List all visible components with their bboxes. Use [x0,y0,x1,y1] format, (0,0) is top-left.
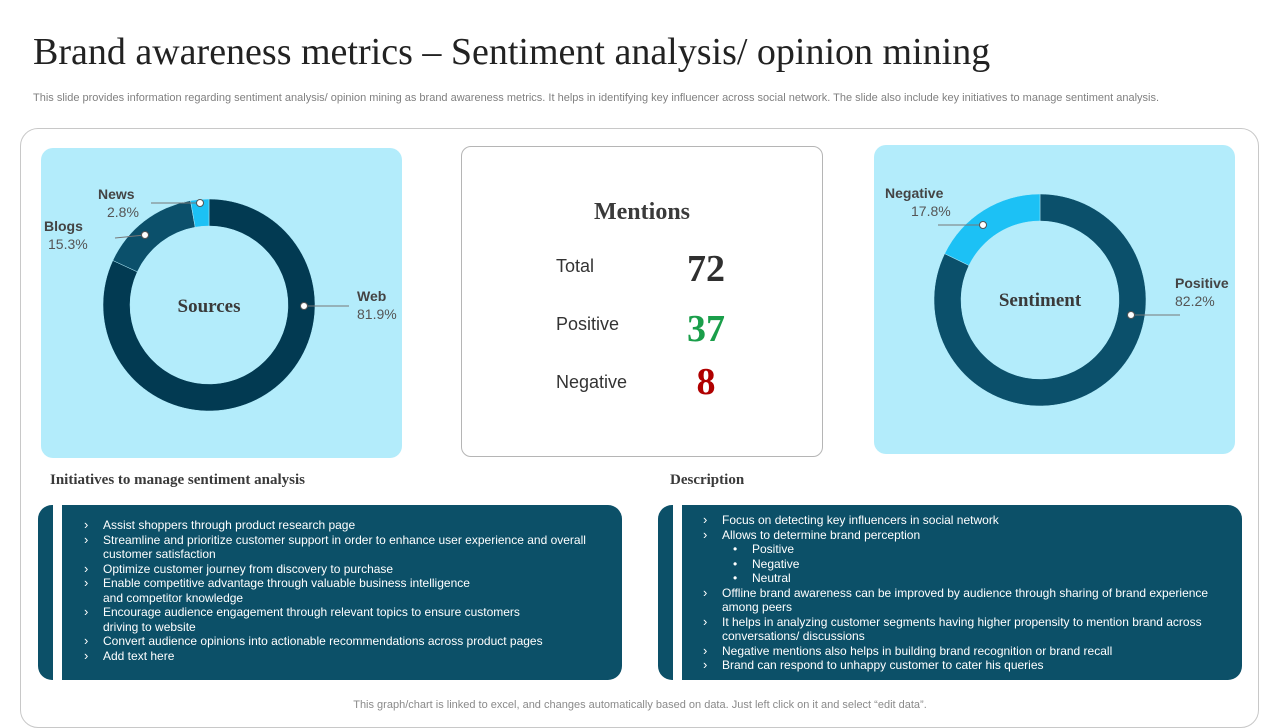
list-item: Offline brand awareness can be improved … [702,586,1222,615]
initiatives-heading: Initiatives to manage sentiment analysis [50,472,305,488]
mentions-title: Mentions [594,199,690,225]
description-panel: Focus on detecting key influencers in so… [658,505,1242,680]
donut-slice-news[interactable] [190,198,210,228]
donut-slice-positive[interactable] [933,193,1147,407]
perception-sublist: Positive Negative Neutral [722,542,1222,586]
list-item: It helps in analyzing customer segments … [702,615,1222,644]
list-item: Brand can respond to unhappy customer to… [702,658,1222,673]
list-item: Add text here [83,649,593,664]
legend-label-positive: Positive [1175,275,1229,291]
description-heading: Description [670,472,745,488]
sub-list-item: Negative [722,557,1222,572]
initiatives-panel-stripe [53,505,62,680]
mentions-total-label: Total [556,256,595,276]
sub-list-item: Neutral [722,571,1222,586]
footer-note: This graph/chart is linked to excel, and… [353,699,927,711]
mentions-card: Mentions Total 72 Positive 37 Negative 8 [461,146,823,457]
sentiment-chart-card: Sentiment Positive 82.2% Negative 17.8% [874,145,1235,454]
mentions-positive-value: 37 [687,308,725,350]
sentiment-center-label: Sentiment [999,290,1082,311]
page-title: Brand awareness metrics – Sentiment anal… [33,31,991,73]
sub-list-item: Positive [722,542,1222,557]
legend-label-blogs: Blogs [44,218,83,234]
list-item: Optimize customer journey from discovery… [83,562,593,577]
donut-slice-negative[interactable] [944,193,1041,266]
list-item-text: Allows to determine brand perception [722,527,921,542]
mentions-negative-label: Negative [556,372,628,392]
list-item: Convert audience opinions into actionabl… [83,634,593,649]
initiatives-list: Assist shoppers through product research… [83,518,593,663]
list-item: Streamline and prioritize customer suppo… [83,533,593,562]
leader-dot-news [196,199,204,207]
list-item: Allows to determine brand perception Pos… [702,528,1222,586]
legend-label-negative: Negative [885,185,944,201]
legend-label-web: Web [357,288,386,304]
legend-value-news: 2.8% [107,204,139,220]
legend-value-blogs: 15.3% [48,236,88,252]
list-item: Enable competitive advantage through val… [83,576,593,605]
list-item: Negative mentions also helps in building… [702,644,1222,659]
mentions-positive-label: Positive [556,314,620,334]
description-panel-stripe [673,505,682,680]
sentiment-donut-chart[interactable]: Sentiment Positive 82.2% Negative 17.8% [874,145,1235,454]
legend-value-positive: 82.2% [1175,293,1215,309]
initiatives-panel: Assist shoppers through product research… [38,505,622,680]
list-item: Focus on detecting key influencers in so… [702,513,1222,528]
donut-slice-web[interactable] [102,198,316,412]
mentions-negative-value: 8 [696,361,716,403]
legend-label-news: News [98,186,135,202]
description-list: Focus on detecting key influencers in so… [702,513,1222,673]
mentions-total-value: 72 [687,248,725,290]
page-subtitle: This slide provides information regardin… [33,92,1160,104]
list-item: Assist shoppers through product research… [83,518,593,533]
list-item: Encourage audience engagement through re… [83,605,593,634]
leader-dot-negative [979,221,987,229]
leader-dot-blogs [141,231,149,239]
leader-line-blogs [114,234,146,239]
sources-chart-card: Sources Web 81.9% Blogs 15.3% News 2.8% [41,148,402,458]
sources-center-label: Sources [178,296,241,317]
legend-value-web: 81.9% [357,306,397,322]
leader-dot-web [300,302,308,310]
sources-donut-chart[interactable]: Sources Web 81.9% Blogs 15.3% News 2.8% [41,148,402,458]
leader-dot-positive [1127,311,1135,319]
legend-value-negative: 17.8% [911,203,951,219]
